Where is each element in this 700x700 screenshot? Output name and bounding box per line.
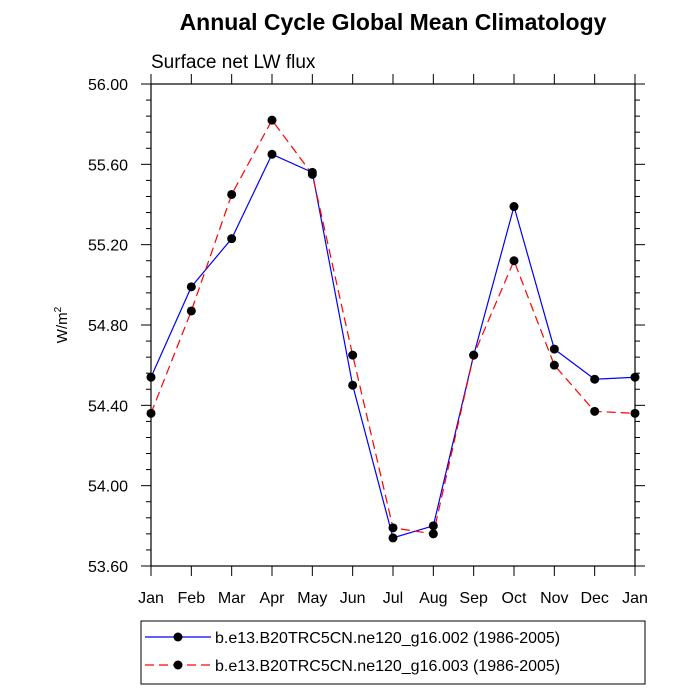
series-1-point xyxy=(186,282,196,292)
chart-title: Annual Cycle Global Mean Climatology xyxy=(180,9,607,35)
series-2-point xyxy=(267,115,277,125)
legend: b.e13.B20TRC5CN.ne120_g16.002 (1986-2005… xyxy=(140,620,646,685)
y-axis-title: W/m2 xyxy=(53,306,71,343)
legend-swatch-marker-1 xyxy=(173,632,183,642)
x-tick-label: Jun xyxy=(340,590,366,607)
y-axis-title-superscript: 2 xyxy=(53,306,64,312)
series-2-point xyxy=(388,523,398,533)
x-tick-label: Apr xyxy=(260,590,286,607)
x-tick-label: Sep xyxy=(459,590,488,607)
x-tick-label: Aug xyxy=(419,590,447,607)
y-tick-label: 54.40 xyxy=(88,398,128,415)
x-tick-label: Oct xyxy=(502,590,527,607)
y-tick-label: 56.00 xyxy=(88,77,128,94)
series-2-point xyxy=(428,529,438,539)
series-1-point xyxy=(227,234,237,244)
series-2-point xyxy=(549,360,559,370)
y-tick-label: 55.20 xyxy=(88,238,128,255)
series-1-point xyxy=(509,202,519,212)
plot-frame xyxy=(150,83,636,567)
series-2-point xyxy=(307,169,317,179)
axes: 53.60 54.00 54.40 54.80 55.20 55.60 56.00 Jan Fe… xyxy=(53,74,648,607)
y-tick-label: 54.00 xyxy=(88,479,128,496)
x-tick-label: Jul xyxy=(383,590,403,607)
series-1-point xyxy=(388,533,398,543)
chart-subtitle: Surface net LW flux xyxy=(151,52,316,73)
series-2-point xyxy=(630,408,640,418)
series-2-point xyxy=(509,256,519,266)
y-tick-label: 54.80 xyxy=(88,318,128,335)
series-1-point xyxy=(630,372,640,382)
series-1-point xyxy=(348,380,358,390)
legend-label-2: b.e13.B20TRC5CN.ne120_g16.003 (1986-2005… xyxy=(215,658,560,675)
legend-label-1: b.e13.B20TRC5CN.ne120_g16.002 (1986-2005… xyxy=(215,630,560,647)
series-2-point xyxy=(590,406,600,416)
series-line-2 xyxy=(150,119,636,535)
x-tick-label: Dec xyxy=(580,590,608,607)
y-tick-label: 53.60 xyxy=(88,559,128,576)
x-tick-label: May xyxy=(297,590,327,607)
series-1-point xyxy=(146,372,156,382)
y-tick-label: 55.60 xyxy=(88,157,128,174)
series-2-point xyxy=(146,408,156,418)
x-tick-label: Jan xyxy=(622,590,648,607)
series-2-point xyxy=(469,350,479,360)
series-1-point xyxy=(549,344,559,354)
legend-swatch-marker-2 xyxy=(173,660,183,670)
series-1-point xyxy=(590,374,600,384)
series-1-point xyxy=(267,149,277,159)
series-1-point xyxy=(428,521,438,531)
legend-box xyxy=(140,620,646,685)
series-2-point xyxy=(186,306,196,316)
x-tick-label: Mar xyxy=(218,590,246,607)
series-line-1 xyxy=(150,153,636,539)
series-2-point xyxy=(227,189,237,199)
x-tick-label: Feb xyxy=(178,590,206,607)
x-tick-label: Jan xyxy=(138,590,164,607)
series-2-point xyxy=(348,350,358,360)
series-group xyxy=(146,115,640,543)
x-tick-label: Nov xyxy=(540,590,568,607)
